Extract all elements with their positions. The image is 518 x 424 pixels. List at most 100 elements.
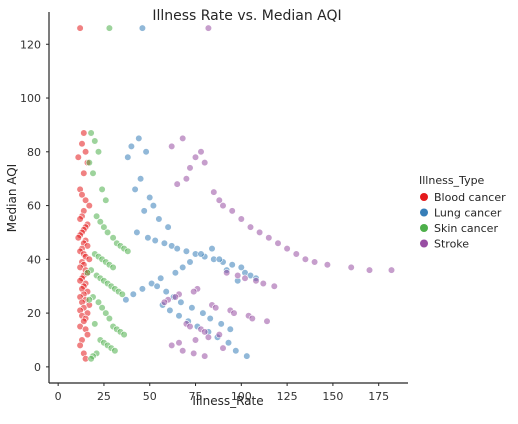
point-blood-cancer (74, 234, 82, 242)
point-lung-cancer (171, 269, 179, 277)
point-stroke (210, 188, 218, 196)
legend-marker-lung-cancer (420, 208, 428, 217)
y-tick-label: 120 (20, 38, 41, 51)
point-stroke (160, 298, 168, 306)
point-stroke (252, 277, 260, 285)
x-tick-label: 25 (97, 390, 111, 403)
point-stroke (201, 328, 209, 336)
point-stroke (190, 288, 198, 296)
point-lung-cancer (149, 202, 157, 210)
point-stroke (215, 331, 223, 339)
point-stroke (175, 339, 183, 347)
point-stroke (387, 266, 396, 274)
point-skin-cancer (94, 298, 103, 306)
point-stroke (259, 279, 267, 288)
point-stroke (201, 352, 209, 360)
legend-marker-blood-cancer (420, 193, 428, 201)
x-tick-label: 175 (368, 390, 389, 403)
point-blood-cancer (81, 148, 90, 156)
point-skin-cancer (102, 196, 110, 204)
point-skin-cancer (85, 159, 93, 167)
point-lung-cancer (243, 352, 251, 360)
point-blood-cancer (85, 202, 93, 210)
point-stroke (365, 266, 374, 274)
point-skin-cancer (103, 228, 112, 236)
point-lung-cancer (131, 185, 139, 193)
point-stroke (219, 202, 227, 210)
legend-marker-stroke (420, 239, 428, 248)
point-lung-cancer (155, 215, 163, 223)
point-stroke (168, 341, 176, 350)
point-lung-cancer (228, 261, 236, 269)
point-lung-cancer (208, 245, 216, 253)
point-stroke (191, 153, 200, 161)
point-skin-cancer (105, 314, 113, 323)
y-tick-label: 40 (27, 253, 41, 266)
point-blood-cancer (76, 24, 84, 32)
point-lung-cancer (144, 234, 152, 242)
x-tick-label: 0 (55, 390, 62, 403)
point-stroke (173, 180, 181, 188)
point-blood-cancer (74, 153, 82, 161)
point-lung-cancer (160, 239, 168, 247)
point-lung-cancer (127, 142, 135, 150)
point-stroke (219, 344, 227, 352)
point-lung-cancer (188, 304, 196, 312)
point-lung-cancer (175, 312, 183, 320)
point-skin-cancer (91, 320, 99, 328)
point-skin-cancer (109, 234, 117, 242)
point-stroke (204, 24, 212, 32)
point-skin-cancer (87, 355, 95, 363)
point-blood-cancer (78, 191, 86, 199)
legend-label-lung-cancer: Lung cancer (434, 207, 502, 220)
point-stroke (311, 258, 319, 266)
point-skin-cancer (124, 247, 132, 255)
point-stroke (301, 255, 310, 263)
point-lung-cancer (140, 207, 148, 215)
point-lung-cancer (206, 314, 214, 323)
x-tick-label: 150 (322, 390, 343, 403)
point-lung-cancer (129, 290, 137, 298)
legend-label-blood-cancer: Blood cancer (434, 191, 506, 204)
point-blood-cancer (78, 140, 86, 148)
point-skin-cancer (98, 304, 106, 312)
point-lung-cancer (166, 306, 174, 315)
chart-title: Illness Rate vs. Median AQI (152, 8, 341, 24)
point-stroke (197, 148, 205, 156)
point-stroke (212, 304, 220, 312)
point-lung-cancer (124, 153, 132, 161)
point-lung-cancer (138, 285, 146, 293)
point-skin-cancer (92, 212, 101, 220)
point-stroke (182, 175, 190, 183)
point-stroke (283, 245, 291, 253)
x-tick-label: 50 (143, 390, 157, 403)
point-stroke (347, 263, 355, 272)
point-stroke (241, 274, 249, 282)
y-ticks: 0 20 40 60 80 100 120 (20, 38, 49, 374)
x-tick-label: 100 (231, 390, 252, 403)
point-skin-cancer (87, 129, 95, 137)
point-lung-cancer (186, 258, 194, 266)
point-stroke (274, 239, 282, 247)
point-lung-cancer (237, 263, 245, 272)
point-lung-cancer (217, 320, 225, 328)
point-skin-cancer (120, 331, 128, 339)
point-lung-cancer (182, 247, 190, 255)
point-lung-cancer (122, 296, 130, 304)
point-lung-cancer (135, 134, 143, 142)
point-stroke (323, 261, 332, 269)
point-blood-cancer (76, 215, 84, 223)
point-lung-cancer (162, 288, 170, 296)
point-skin-cancer (98, 185, 106, 193)
y-axis-label: Median AQI (5, 164, 19, 232)
point-lung-cancer (164, 223, 172, 231)
point-skin-cancer (111, 347, 119, 355)
point-lung-cancer (177, 298, 185, 306)
legend-marker-skin-cancer (420, 224, 428, 232)
point-skin-cancer (85, 296, 93, 304)
y-tick-label: 80 (27, 146, 41, 159)
point-lung-cancer (142, 148, 150, 156)
y-tick-label: 100 (20, 92, 41, 105)
point-stroke (234, 271, 242, 280)
